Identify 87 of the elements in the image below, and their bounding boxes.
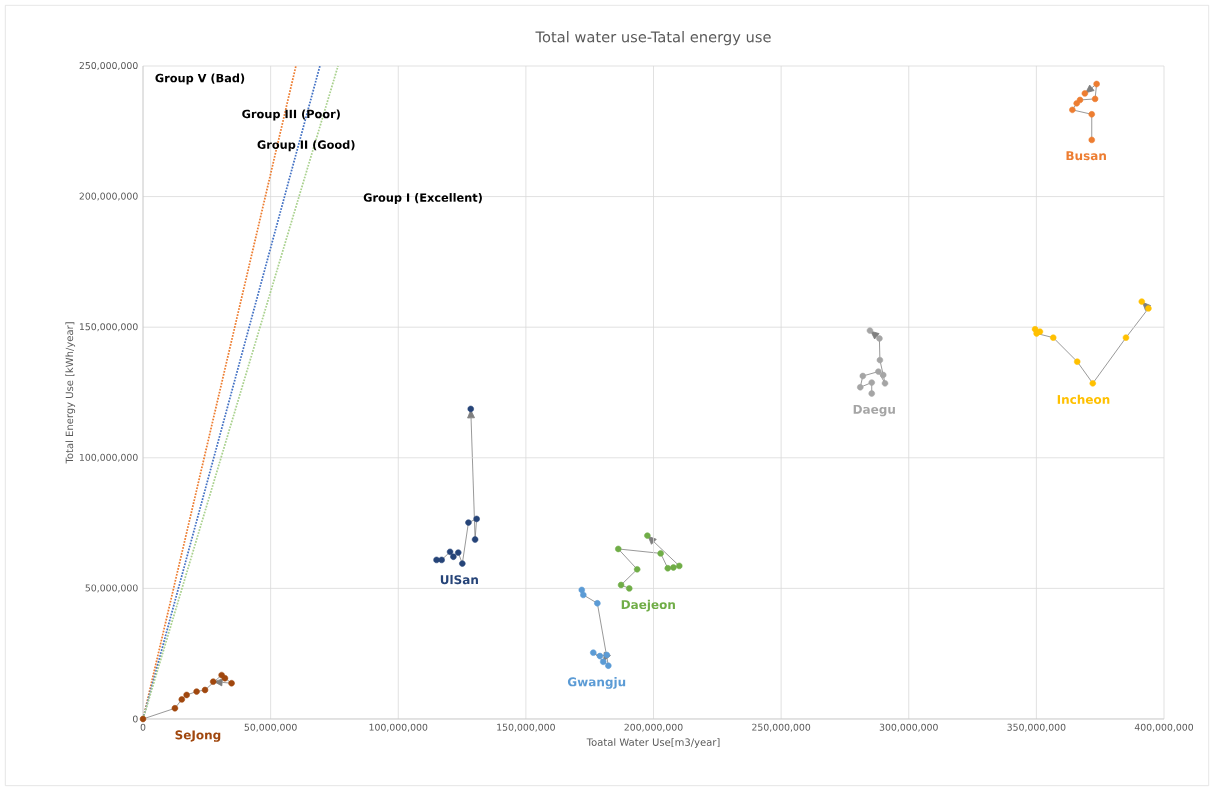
- point: [450, 553, 457, 560]
- point: [1069, 106, 1076, 114]
- point: [857, 384, 864, 391]
- point: [664, 565, 671, 572]
- point: [644, 532, 651, 539]
- point: [171, 705, 179, 712]
- point: [657, 550, 664, 557]
- annotation: Group V (Bad): [155, 73, 245, 85]
- series-label: UlSan: [440, 574, 478, 585]
- point: [1076, 96, 1084, 104]
- point: [465, 519, 472, 526]
- point: [626, 585, 633, 592]
- point: [600, 658, 607, 665]
- series-label: Incheon: [1057, 394, 1110, 404]
- point: [1145, 305, 1152, 312]
- point: [438, 556, 445, 564]
- point: [866, 327, 874, 334]
- point: [580, 591, 587, 599]
- point: [868, 379, 875, 386]
- point: [178, 696, 186, 703]
- point: [670, 564, 677, 571]
- x-tick-label: 0: [140, 723, 146, 731]
- chart-title: Total water use-Tatal energy use: [535, 31, 771, 46]
- y-tick-label: 250,000,000: [79, 61, 138, 70]
- point: [1033, 330, 1040, 337]
- point: [433, 556, 440, 564]
- series-label: SeJong: [175, 730, 221, 742]
- x-tick-label: 250,000,000: [752, 723, 811, 732]
- x-tick-label: 200,000,000: [624, 723, 683, 732]
- point: [1122, 334, 1130, 341]
- annotation: Group III (Poor): [242, 109, 340, 121]
- y-tick-label: 50,000,000: [85, 584, 138, 593]
- series-label: Busan: [1066, 151, 1106, 161]
- point: [201, 686, 209, 694]
- point: [876, 335, 883, 342]
- point: [473, 515, 480, 523]
- point: [1138, 298, 1145, 305]
- point: [876, 356, 884, 364]
- point: [467, 405, 474, 413]
- point: [446, 548, 454, 556]
- series-label: Daejeon: [621, 599, 675, 612]
- point: [221, 675, 229, 682]
- series-label: Gwangju: [567, 677, 626, 689]
- annotation: Group I (Excellent): [363, 193, 482, 205]
- point: [459, 560, 466, 567]
- point: [1089, 380, 1096, 387]
- point: [1093, 80, 1100, 88]
- point: [139, 715, 147, 723]
- point: [880, 371, 887, 379]
- x-tick-label: 350,000,000: [1007, 723, 1066, 732]
- point: [676, 562, 683, 570]
- point: [590, 649, 597, 656]
- x-axis-title: Toatal Water Use[m3/year]: [586, 738, 720, 748]
- point: [1088, 136, 1095, 144]
- point: [183, 691, 190, 699]
- point: [881, 380, 889, 387]
- point: [1091, 95, 1099, 103]
- point: [617, 581, 625, 589]
- point: [859, 372, 867, 380]
- point: [471, 536, 479, 543]
- point: [209, 678, 217, 685]
- x-tick-label: 100,000,000: [369, 723, 428, 732]
- x-tick-label: 150,000,000: [497, 723, 555, 732]
- y-tick-label: 200,000,000: [79, 192, 138, 201]
- y-tick-label: 100,000,000: [79, 453, 138, 462]
- point: [594, 600, 601, 607]
- point: [868, 390, 875, 397]
- point: [228, 680, 235, 687]
- point: [1081, 90, 1089, 97]
- annotation: Group II (Good): [257, 140, 355, 152]
- y-tick-label: 150,000,000: [79, 323, 138, 332]
- y-axis-title: Total Energy Use [kWh/year]: [65, 322, 76, 464]
- point: [633, 566, 641, 573]
- y-tick-label: 0: [132, 715, 138, 723]
- point: [1074, 358, 1081, 365]
- point: [455, 549, 462, 556]
- point: [193, 688, 200, 695]
- point: [1050, 334, 1057, 341]
- point: [605, 662, 612, 669]
- point: [875, 368, 882, 375]
- point: [1088, 111, 1095, 118]
- x-tick-label: 300,000,000: [879, 723, 938, 732]
- point: [596, 652, 604, 660]
- x-tick-label: 50,000,000: [244, 723, 297, 732]
- series-label: Daegu: [853, 404, 895, 417]
- x-tick-label: 400,000,000: [1134, 723, 1194, 732]
- point: [615, 545, 622, 553]
